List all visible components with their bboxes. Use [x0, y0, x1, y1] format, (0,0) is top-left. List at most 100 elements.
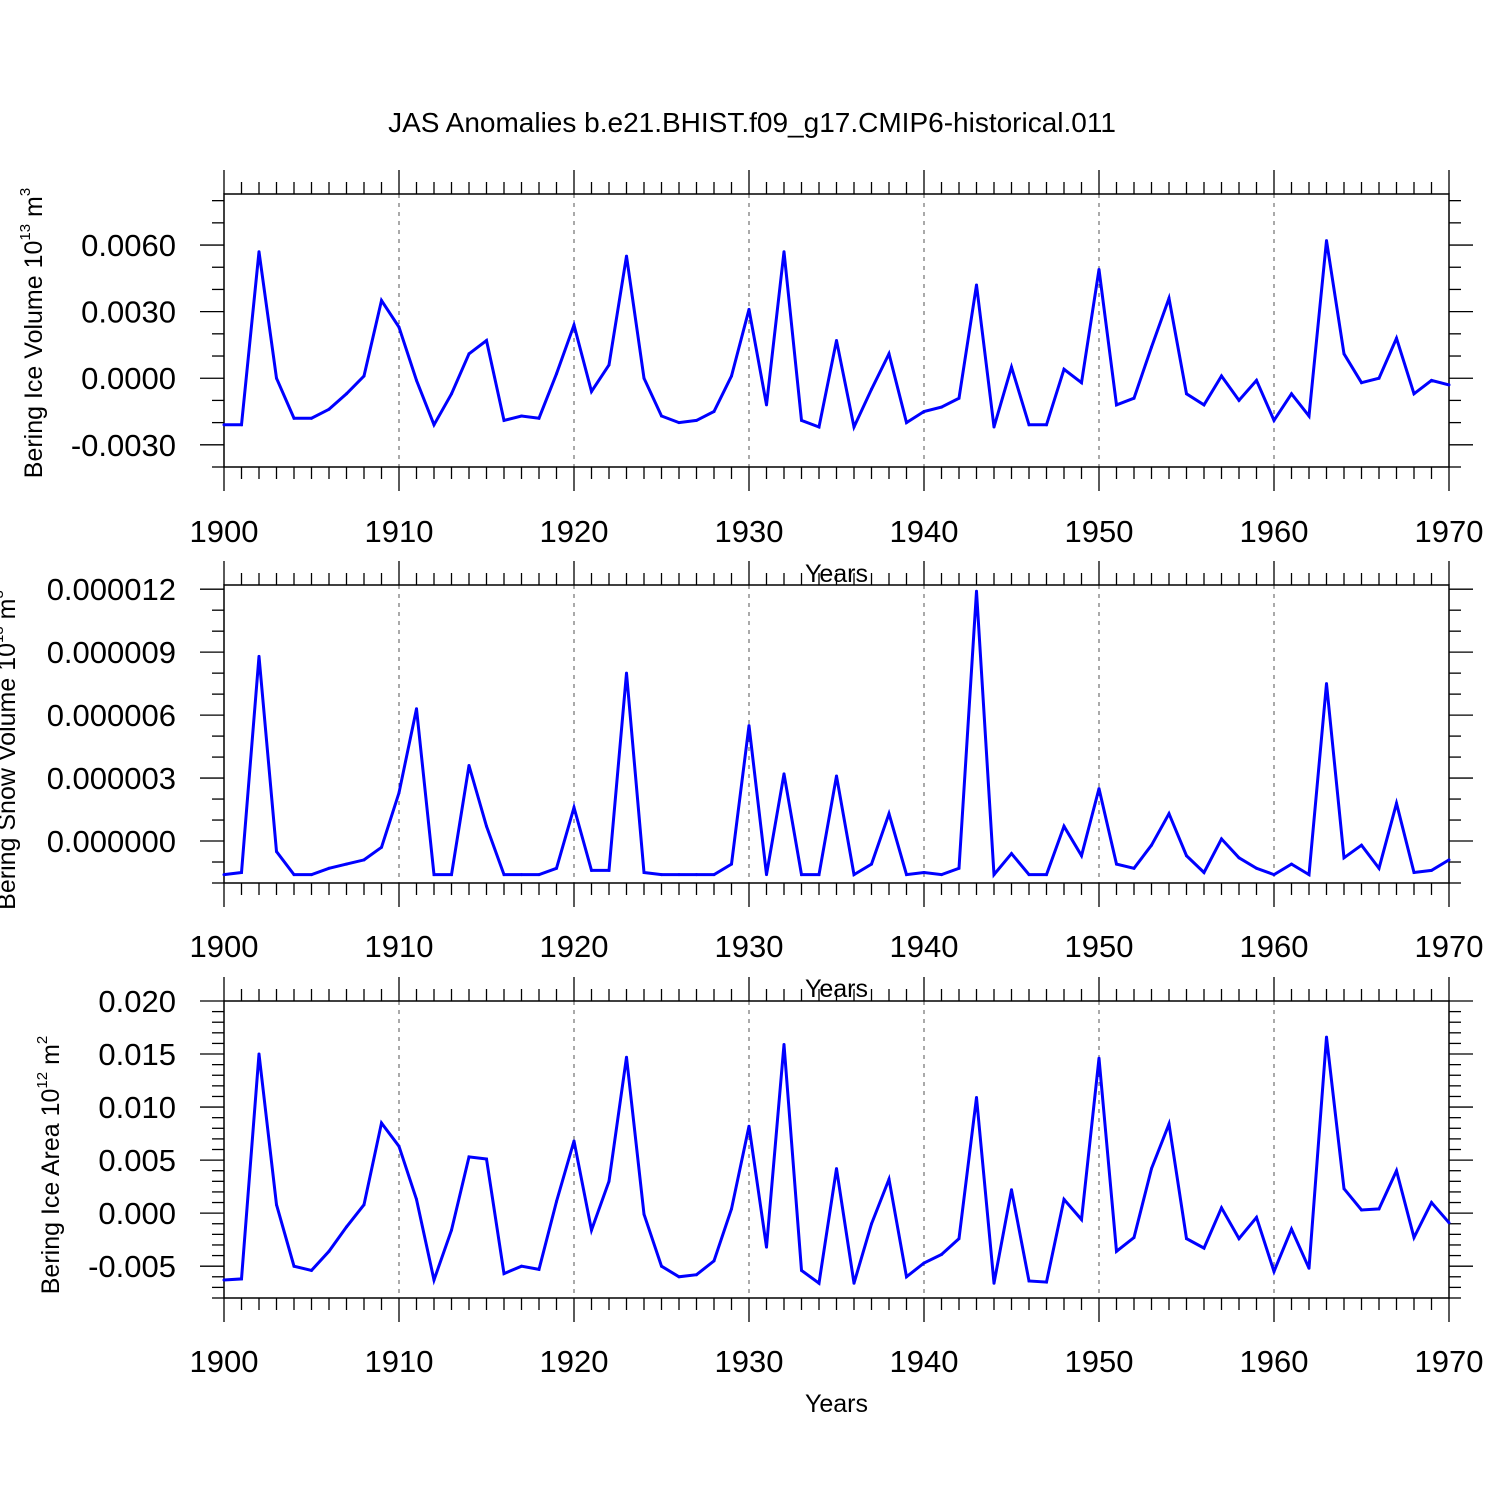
data-point [747, 724, 751, 728]
data-point [485, 824, 488, 828]
x-tick-label: 1970 [1415, 514, 1484, 549]
data-point [1272, 418, 1276, 422]
data-point [1132, 1236, 1136, 1239]
data-point [642, 376, 646, 380]
data-point [1062, 824, 1066, 828]
data-point [642, 871, 646, 874]
data-point [1447, 858, 1451, 862]
data-point [1237, 1237, 1241, 1241]
data-point [975, 1096, 978, 1099]
data-point [887, 812, 891, 816]
data-point [1150, 1167, 1153, 1171]
data-point [1115, 1249, 1118, 1253]
data-point [940, 1253, 943, 1256]
data-point [1202, 1246, 1206, 1250]
data-point [642, 1212, 646, 1216]
data-point [730, 862, 733, 866]
data-point [1377, 866, 1381, 870]
data-point [730, 1207, 733, 1211]
data-point [415, 707, 418, 711]
y-axis-label: Bering Ice Area 1012 m2 [34, 1036, 65, 1295]
x-tick-label: 1930 [715, 514, 784, 549]
data-point [1185, 392, 1188, 396]
data-point [1395, 801, 1398, 805]
data-point [257, 1052, 261, 1056]
data-point [712, 410, 716, 413]
data-point [590, 1228, 593, 1232]
data-point [397, 325, 401, 329]
data-point [1150, 843, 1153, 847]
data-point [327, 407, 331, 411]
x-axis-label: Years [805, 1390, 868, 1418]
data-point [537, 873, 541, 877]
data-point [1447, 383, 1451, 387]
data-point [660, 1264, 663, 1268]
data-point [555, 866, 558, 870]
data-point [555, 372, 558, 376]
data-point [1430, 868, 1433, 872]
data-point [1237, 398, 1241, 402]
data-point [607, 363, 611, 367]
data-point [292, 873, 296, 877]
y-axis-label: Bering Ice Volume 1013 m3 [17, 188, 48, 478]
data-point [537, 416, 541, 420]
data-point [1080, 1218, 1083, 1221]
data-point [537, 1267, 541, 1271]
data-point [870, 1222, 873, 1226]
data-point [1360, 381, 1363, 385]
y-tick-label: 0.0060 [81, 228, 176, 263]
data-point [1202, 403, 1206, 407]
data-point [782, 250, 786, 254]
y-tick-label: 0.0000 [81, 361, 176, 396]
data-point [1255, 866, 1258, 870]
y-tick-label: 0.000012 [47, 572, 176, 607]
chart-title: JAS Anomalies b.e21.BHIST.f09_g17.CMIP6-… [388, 107, 1116, 138]
data-point [310, 1268, 313, 1272]
chart-panel-3: 1900 1910 1920 1930 1940 1950 1960 1970 -0.005 0.… [34, 977, 1483, 1418]
chart-panel-1: 1900 1910 1920 1930 1940 1950 1960 1970 -0.0030 0… [17, 170, 1483, 588]
y-tick-label: 0.000006 [47, 698, 176, 733]
data-point [1185, 854, 1188, 858]
x-tick-label: 1950 [1065, 514, 1134, 549]
data-point [572, 1139, 576, 1143]
data-point [590, 868, 593, 872]
data-point [222, 873, 226, 877]
data-point [362, 374, 366, 378]
data-point [1377, 1207, 1381, 1211]
data-point [817, 873, 821, 877]
data-point [257, 250, 261, 254]
data-point [275, 1203, 278, 1207]
data-point [1097, 1056, 1101, 1060]
data-point [1220, 374, 1223, 378]
data-point [992, 1281, 996, 1285]
data-point [1255, 378, 1258, 382]
data-point [1202, 871, 1206, 874]
data-point [1272, 873, 1276, 877]
data-point [852, 873, 856, 877]
data-point [1430, 1201, 1433, 1204]
data-point [275, 376, 278, 380]
data-point [1447, 1221, 1451, 1225]
data-point [1412, 1236, 1416, 1239]
data-point [572, 323, 576, 327]
data-point [1342, 352, 1346, 356]
data-point [747, 307, 751, 311]
data-point [432, 423, 436, 427]
data-point [467, 352, 471, 356]
y-tick-label: 0.000 [98, 1196, 176, 1231]
data-point [1150, 345, 1153, 349]
x-tick-label: 1940 [890, 514, 959, 549]
data-point [1167, 812, 1171, 816]
data-point [905, 1275, 908, 1279]
data-point [1027, 423, 1031, 427]
x-tick-label: 1920 [540, 929, 609, 964]
data-point [730, 374, 733, 378]
data-point [870, 862, 873, 866]
y-tick-label: 0.005 [98, 1143, 176, 1178]
data-point [1290, 1227, 1293, 1231]
data-point [922, 871, 926, 874]
data-point [380, 1121, 383, 1125]
x-tick-label: 1960 [1240, 929, 1309, 964]
data-point [607, 868, 611, 872]
data-point [800, 418, 803, 422]
